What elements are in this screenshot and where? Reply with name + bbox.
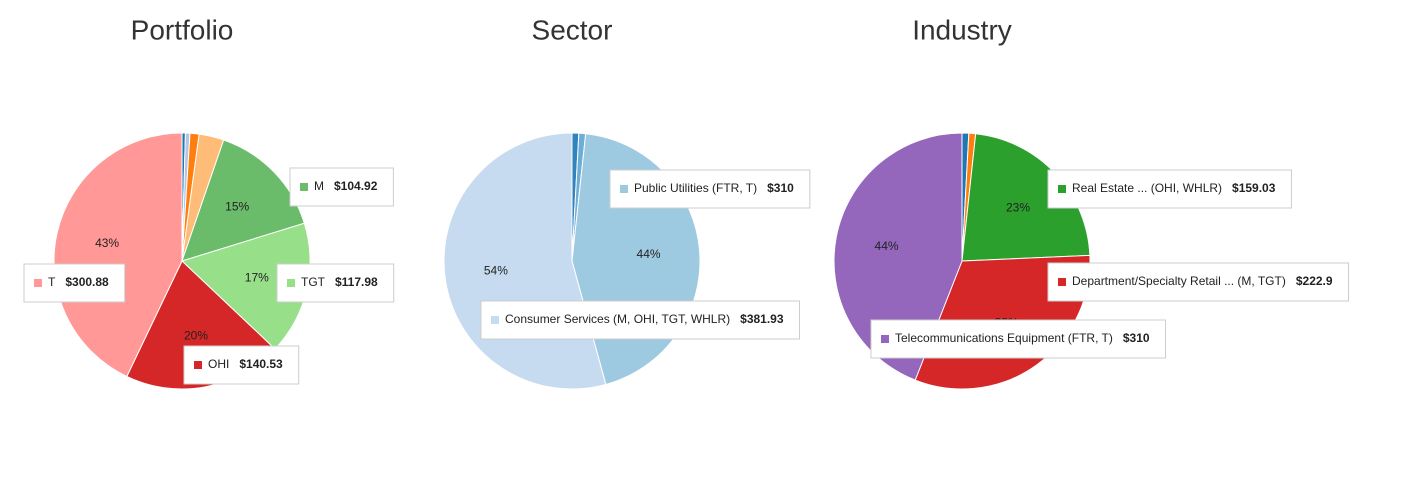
callout-name: OHI xyxy=(208,357,229,371)
callout-box xyxy=(183,345,300,385)
callout-value: $140.53 xyxy=(239,357,283,371)
callout-box xyxy=(480,300,801,340)
chart-title: Industry xyxy=(912,14,1012,45)
callout-value: $300.88 xyxy=(65,275,109,289)
callout-box xyxy=(1047,262,1350,302)
legend-swatch xyxy=(34,279,42,287)
callout-name: Consumer Services (M, OHI, TGT, WHLR) xyxy=(505,312,730,326)
callout: OHI $140.53 xyxy=(183,345,300,385)
chart-title: Portfolio xyxy=(131,14,234,45)
percent-label: 17% xyxy=(245,271,269,285)
callout-box xyxy=(609,169,811,209)
callout: Telecommunications Equipment (FTR, T) $31… xyxy=(870,319,1167,359)
callout-name: M xyxy=(314,179,324,193)
legend-swatch xyxy=(881,335,889,343)
legend-swatch xyxy=(620,185,628,193)
callout-name: Public Utilities (FTR, T) xyxy=(634,181,757,195)
callout-box xyxy=(276,263,395,303)
legend-swatch xyxy=(1058,185,1066,193)
legend-swatch xyxy=(1058,278,1066,286)
pie-slice xyxy=(181,139,305,262)
legend-swatch xyxy=(491,316,499,324)
callout-value: $381.93 xyxy=(740,312,784,326)
percent-label: 44% xyxy=(875,239,899,253)
percent-label: 15% xyxy=(225,200,249,214)
callout-name: Department/Specialty Retail ... (M, TGT) xyxy=(1072,274,1286,288)
callout: Consumer Services (M, OHI, TGT, WHLR) $38… xyxy=(480,300,801,340)
callout-name: T xyxy=(48,275,56,289)
chart-title: Sector xyxy=(532,14,613,45)
callout-value: $310 xyxy=(1123,331,1150,345)
callout: Department/Specialty Retail ... (M, TGT)… xyxy=(1047,262,1350,302)
percent-label: 20% xyxy=(184,329,208,343)
callout-value: $222.9 xyxy=(1296,274,1333,288)
callout-box xyxy=(870,319,1167,359)
callout-name: TGT xyxy=(301,275,326,289)
callout: T $300.88 xyxy=(23,263,126,303)
percent-label: 43% xyxy=(95,236,119,250)
percent-label: 44% xyxy=(637,247,661,261)
callout-name: Real Estate ... (OHI, WHLR) xyxy=(1072,181,1222,195)
callout-value: $104.92 xyxy=(334,179,378,193)
legend-swatch xyxy=(287,279,295,287)
callout-box xyxy=(1047,169,1292,209)
callout-value: $310 xyxy=(767,181,794,195)
legend-swatch xyxy=(300,183,308,191)
percent-label: 23% xyxy=(1006,201,1030,215)
callout-value: $117.98 xyxy=(335,275,378,289)
callout: Real Estate ... (OHI, WHLR) $159.03 xyxy=(1047,169,1292,209)
legend-swatch xyxy=(194,361,202,369)
callout-value: $159.03 xyxy=(1232,181,1276,195)
callout: M $104.92 xyxy=(289,167,394,207)
pie-slice xyxy=(53,132,183,378)
callout: TGT $117.98 xyxy=(276,263,395,303)
percent-label: 54% xyxy=(484,263,508,277)
callout-name: Telecommunications Equipment (FTR, T) xyxy=(895,331,1113,345)
callout: Public Utilities (FTR, T) $310 xyxy=(609,169,811,209)
